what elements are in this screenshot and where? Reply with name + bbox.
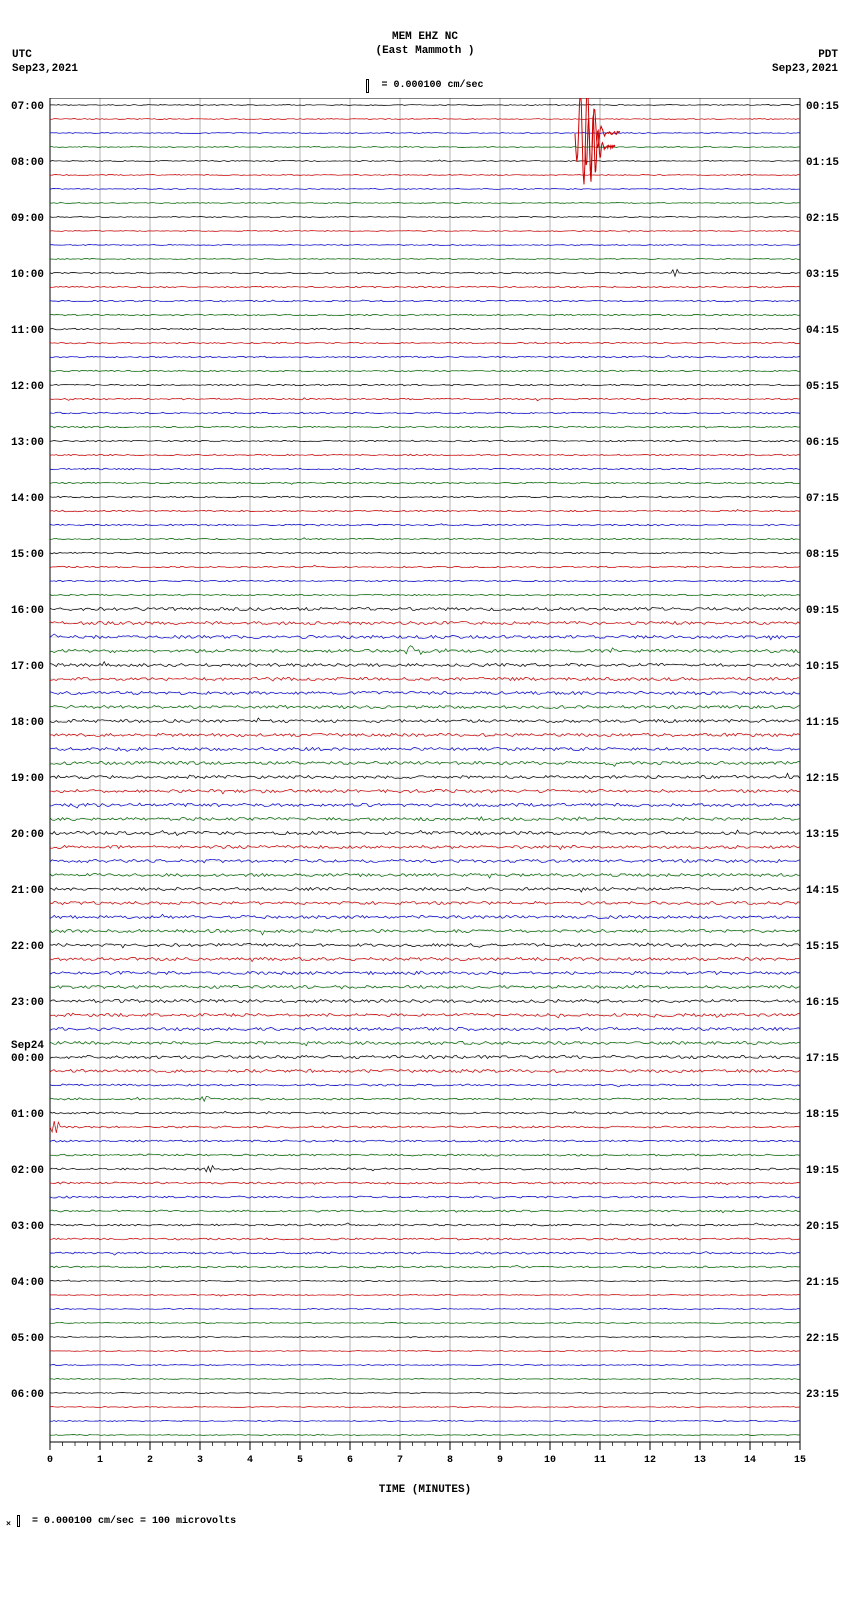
header-center-block: MEM EHZ NC (East Mammoth ) bbox=[0, 0, 850, 59]
svg-text:1: 1 bbox=[97, 1455, 103, 1466]
svg-text:05:00: 05:00 bbox=[11, 1333, 44, 1345]
svg-text:09:15: 09:15 bbox=[806, 605, 839, 617]
svg-text:21:00: 21:00 bbox=[11, 885, 44, 897]
footer-scale-bar-icon bbox=[17, 1515, 20, 1527]
svg-text:05:15: 05:15 bbox=[806, 381, 839, 393]
right-date-label: Sep23,2021 bbox=[772, 62, 838, 76]
svg-text:13:15: 13:15 bbox=[806, 829, 839, 841]
svg-text:07:00: 07:00 bbox=[11, 101, 44, 113]
seismogram-svg: 07:00 08:00 09:00 10:00 11:00 12:00 13:00 14:00… bbox=[0, 98, 850, 1482]
svg-text:9: 9 bbox=[497, 1455, 503, 1466]
svg-text:02:00: 02:00 bbox=[11, 1165, 44, 1177]
svg-text:04:00: 04:00 bbox=[11, 1277, 44, 1289]
footer-subscript: × bbox=[6, 1519, 11, 1529]
svg-text:08:15: 08:15 bbox=[806, 549, 839, 561]
location-label: (East Mammoth ) bbox=[0, 44, 850, 58]
svg-text:14:15: 14:15 bbox=[806, 885, 839, 897]
svg-text:Sep24: Sep24 bbox=[11, 1040, 44, 1052]
scale-bar-icon bbox=[366, 79, 369, 93]
svg-text:10:00: 10:00 bbox=[11, 269, 44, 281]
seismogram-plot: 07:00 08:00 09:00 10:00 11:00 12:00 13:00 14:00… bbox=[0, 98, 850, 1482]
svg-text:18:15: 18:15 bbox=[806, 1109, 839, 1121]
svg-text:5: 5 bbox=[297, 1455, 303, 1466]
svg-text:12:15: 12:15 bbox=[806, 773, 839, 785]
svg-text:20:00: 20:00 bbox=[11, 829, 44, 841]
svg-text:17:00: 17:00 bbox=[11, 661, 44, 673]
svg-text:16:15: 16:15 bbox=[806, 997, 839, 1009]
svg-text:10: 10 bbox=[544, 1455, 556, 1466]
svg-text:03:15: 03:15 bbox=[806, 269, 839, 281]
svg-text:23:00: 23:00 bbox=[11, 997, 44, 1009]
svg-text:15:15: 15:15 bbox=[806, 941, 839, 953]
svg-text:0: 0 bbox=[47, 1455, 53, 1466]
svg-text:22:00: 22:00 bbox=[11, 941, 44, 953]
svg-text:4: 4 bbox=[247, 1455, 253, 1466]
svg-text:03:00: 03:00 bbox=[11, 1221, 44, 1233]
footer-text: = 0.000100 cm/sec = 100 microvolts bbox=[32, 1516, 236, 1527]
header-left-block: UTC Sep23,2021 bbox=[12, 48, 78, 77]
left-date-label: Sep23,2021 bbox=[12, 62, 78, 76]
svg-text:06:00: 06:00 bbox=[11, 1389, 44, 1401]
svg-text:6: 6 bbox=[347, 1455, 353, 1466]
svg-text:11:15: 11:15 bbox=[806, 717, 839, 729]
scale-text: = 0.000100 cm/sec bbox=[381, 80, 483, 91]
svg-text:11: 11 bbox=[594, 1455, 606, 1466]
svg-text:00:00: 00:00 bbox=[11, 1053, 44, 1065]
left-tz-label: UTC bbox=[12, 48, 78, 62]
plot-header: UTC Sep23,2021 MEM EHZ NC (East Mammoth … bbox=[0, 0, 850, 80]
svg-text:14: 14 bbox=[744, 1455, 756, 1466]
svg-text:7: 7 bbox=[397, 1455, 403, 1466]
svg-text:23:15: 23:15 bbox=[806, 1389, 839, 1401]
svg-text:19:00: 19:00 bbox=[11, 773, 44, 785]
scale-indicator: = 0.000100 cm/sec bbox=[0, 80, 850, 98]
svg-text:12:00: 12:00 bbox=[11, 381, 44, 393]
svg-text:19:15: 19:15 bbox=[806, 1165, 839, 1177]
svg-text:15: 15 bbox=[794, 1455, 806, 1466]
station-label: MEM EHZ NC bbox=[0, 30, 850, 44]
svg-text:14:00: 14:00 bbox=[11, 493, 44, 505]
svg-text:16:00: 16:00 bbox=[11, 605, 44, 617]
svg-text:07:15: 07:15 bbox=[806, 493, 839, 505]
svg-text:3: 3 bbox=[197, 1455, 203, 1466]
svg-text:12: 12 bbox=[644, 1455, 656, 1466]
svg-text:08:00: 08:00 bbox=[11, 157, 44, 169]
svg-text:11:00: 11:00 bbox=[11, 325, 44, 337]
x-axis-title: TIME (MINUTES) bbox=[0, 1484, 850, 1496]
svg-text:13: 13 bbox=[694, 1455, 706, 1466]
svg-text:01:00: 01:00 bbox=[11, 1109, 44, 1121]
svg-text:13:00: 13:00 bbox=[11, 437, 44, 449]
svg-text:01:15: 01:15 bbox=[806, 157, 839, 169]
svg-text:00:15: 00:15 bbox=[806, 101, 839, 113]
svg-text:2: 2 bbox=[147, 1455, 153, 1466]
svg-text:22:15: 22:15 bbox=[806, 1333, 839, 1345]
svg-text:15:00: 15:00 bbox=[11, 549, 44, 561]
svg-text:17:15: 17:15 bbox=[806, 1053, 839, 1065]
header-right-block: PDT Sep23,2021 bbox=[772, 48, 838, 77]
svg-text:20:15: 20:15 bbox=[806, 1221, 839, 1233]
svg-text:21:15: 21:15 bbox=[806, 1277, 839, 1289]
svg-text:04:15: 04:15 bbox=[806, 325, 839, 337]
right-tz-label: PDT bbox=[772, 48, 838, 62]
footer-scale: × = 0.000100 cm/sec = 100 microvolts bbox=[0, 1496, 850, 1539]
svg-text:09:00: 09:00 bbox=[11, 213, 44, 225]
svg-text:06:15: 06:15 bbox=[806, 437, 839, 449]
svg-text:18:00: 18:00 bbox=[11, 717, 44, 729]
svg-text:02:15: 02:15 bbox=[806, 213, 839, 225]
svg-text:10:15: 10:15 bbox=[806, 661, 839, 673]
svg-text:8: 8 bbox=[447, 1455, 453, 1466]
